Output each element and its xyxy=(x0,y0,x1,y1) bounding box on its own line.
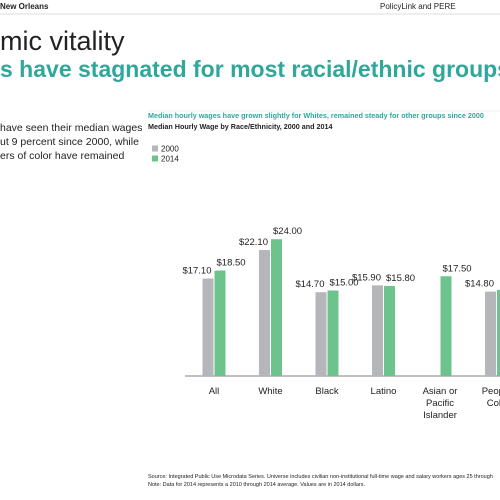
bar xyxy=(440,276,452,376)
header-publisher: PolicyLink and PERE xyxy=(380,2,456,11)
x-tick-label: Black xyxy=(315,386,338,397)
bar xyxy=(497,289,500,376)
bar xyxy=(485,291,496,376)
bar xyxy=(327,290,339,376)
label-line: Islander xyxy=(423,410,457,421)
body-line: ers of color have remained xyxy=(0,150,124,162)
value-label: $15.90 xyxy=(352,272,381,283)
value-label: $17.50 xyxy=(443,263,472,274)
legend-swatch xyxy=(152,155,158,162)
value-label: $14.70 xyxy=(295,279,324,290)
body-line: have seen their median wages xyxy=(0,122,142,134)
value-label: $14.80 xyxy=(465,279,494,290)
value-label: $22.10 xyxy=(239,237,268,248)
label-line: Pacific xyxy=(426,398,454,409)
bar xyxy=(214,270,226,376)
bar xyxy=(372,285,383,376)
bar xyxy=(315,292,327,376)
x-tick-label: PeopleColo xyxy=(482,386,500,409)
value-label: $18.50 xyxy=(217,258,246,269)
bar xyxy=(384,285,395,376)
bar xyxy=(271,239,282,376)
chart-subtitle: Median Hourly Wage by Race/Ethnicity, 20… xyxy=(148,122,333,131)
source-note: Note: Data for 2014 represents a 2010 th… xyxy=(148,482,365,488)
value-label: $15.80 xyxy=(386,273,415,284)
legend-label: 2014 xyxy=(161,155,179,164)
value-label: $24.00 xyxy=(273,226,302,237)
value-label: $17.10 xyxy=(182,266,211,277)
value-label: $15.00 xyxy=(330,278,359,289)
label-line: Colo xyxy=(487,398,500,409)
source-note: Source: Integrated Public Use Microdata … xyxy=(148,474,493,480)
label-line: Asian or xyxy=(423,386,458,397)
legend-swatch xyxy=(152,145,158,152)
legend-label: 2000 xyxy=(161,145,179,154)
x-tick-label: All xyxy=(209,386,220,397)
headline: s have stagnated for most racial/ethnic … xyxy=(0,56,500,82)
header-location: New Orleans xyxy=(0,2,49,11)
body-line: ut 9 percent since 2000, while xyxy=(0,136,139,148)
x-tick-label: Asian or Pacific Islander xyxy=(423,386,458,421)
x-tick-label: Latino xyxy=(371,386,397,397)
chart-title: Median hourly wages have grown slightly … xyxy=(148,111,484,120)
bar xyxy=(202,278,214,376)
bar xyxy=(259,250,270,376)
x-tick-label: White xyxy=(258,386,282,397)
label-line: People xyxy=(482,386,500,397)
section-title: mic vitality xyxy=(0,26,125,56)
